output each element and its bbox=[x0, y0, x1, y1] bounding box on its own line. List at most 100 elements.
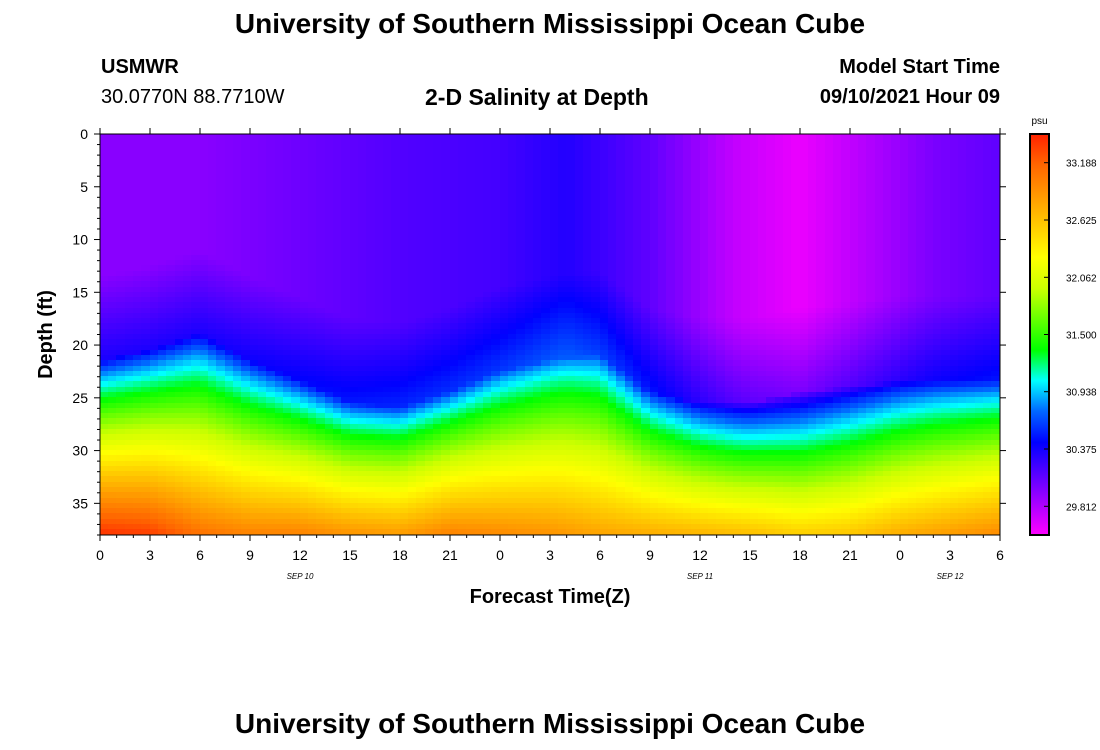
heatmap-cell bbox=[250, 350, 260, 357]
heatmap-cell bbox=[383, 503, 393, 510]
heatmap-cell bbox=[275, 160, 285, 167]
heatmap-cell bbox=[200, 508, 210, 515]
heatmap-cell bbox=[341, 524, 351, 531]
heatmap-cell bbox=[500, 455, 510, 463]
heatmap-cell bbox=[525, 134, 535, 141]
heatmap-cell bbox=[600, 255, 610, 262]
heatmap-cell bbox=[541, 170, 551, 178]
heatmap-cell bbox=[541, 408, 551, 415]
heatmap-cell bbox=[458, 207, 468, 215]
heatmap-cell bbox=[358, 429, 368, 436]
heatmap-cell bbox=[200, 476, 210, 484]
heatmap-cell bbox=[208, 218, 218, 225]
heatmap-cell bbox=[575, 186, 585, 194]
heatmap-cell bbox=[183, 292, 193, 299]
heatmap-cell bbox=[575, 181, 585, 188]
heatmap-cell bbox=[125, 144, 135, 151]
heatmap-cell bbox=[400, 323, 410, 331]
heatmap-cell bbox=[525, 403, 535, 410]
heatmap-cell bbox=[550, 160, 560, 167]
heatmap-cell bbox=[316, 239, 326, 246]
heatmap-cell bbox=[550, 355, 560, 362]
heatmap-cell bbox=[108, 360, 118, 368]
heatmap-cell bbox=[408, 287, 418, 294]
heatmap-cell bbox=[575, 529, 585, 536]
heatmap-cell bbox=[441, 471, 451, 478]
heatmap-cell bbox=[441, 170, 451, 178]
heatmap-cell bbox=[550, 461, 560, 468]
heatmap-cell bbox=[491, 244, 501, 252]
heatmap-cell bbox=[200, 424, 210, 431]
heatmap-cell bbox=[341, 355, 351, 362]
heatmap-cell bbox=[191, 492, 201, 500]
heatmap-cell bbox=[216, 440, 226, 447]
heatmap-cell bbox=[383, 323, 393, 331]
heatmap-cell bbox=[458, 329, 468, 336]
heatmap-cell bbox=[591, 498, 601, 505]
heatmap-cell bbox=[333, 334, 343, 341]
heatmap-cell bbox=[575, 482, 585, 489]
heatmap-cell bbox=[166, 476, 176, 484]
heatmap-cell bbox=[175, 213, 185, 220]
heatmap-cell bbox=[558, 134, 568, 141]
heatmap-cell bbox=[275, 397, 285, 405]
heatmap-cell bbox=[625, 329, 635, 336]
heatmap-cell bbox=[166, 239, 176, 246]
heatmap-cell bbox=[391, 207, 401, 215]
heatmap-cell bbox=[475, 281, 485, 289]
heatmap-cell bbox=[350, 260, 360, 267]
heatmap-cell bbox=[141, 455, 151, 463]
heatmap-cell bbox=[241, 265, 251, 273]
heatmap-cell bbox=[408, 271, 418, 278]
heatmap-cell bbox=[358, 434, 368, 442]
heatmap-cell bbox=[516, 160, 526, 167]
heatmap-cell bbox=[125, 408, 135, 415]
heatmap-cell bbox=[300, 524, 310, 531]
heatmap-cell bbox=[158, 139, 168, 146]
heatmap-cell bbox=[533, 181, 543, 188]
heatmap-cell bbox=[566, 308, 576, 315]
heatmap-cell bbox=[466, 471, 476, 478]
heatmap-cell bbox=[175, 155, 185, 162]
heatmap-cell bbox=[350, 418, 360, 426]
heatmap-cell bbox=[225, 297, 235, 304]
heatmap-cell bbox=[366, 492, 376, 500]
heatmap-cell bbox=[225, 429, 235, 436]
heatmap-cell bbox=[266, 339, 276, 347]
heatmap-cell bbox=[533, 323, 543, 331]
heatmap-cell bbox=[250, 218, 260, 225]
heatmap-cell bbox=[308, 424, 318, 431]
heatmap-cell bbox=[333, 213, 343, 220]
heatmap-cell bbox=[550, 292, 560, 299]
heatmap-cell bbox=[133, 197, 143, 204]
heatmap-cell bbox=[450, 455, 460, 463]
heatmap-cell bbox=[333, 339, 343, 347]
heatmap-cell bbox=[533, 334, 543, 341]
heatmap-cell bbox=[108, 144, 118, 151]
heatmap-cell bbox=[333, 134, 343, 141]
heatmap-cell bbox=[333, 508, 343, 515]
heatmap-cell bbox=[616, 371, 626, 378]
heatmap-cell bbox=[566, 339, 576, 347]
heatmap-cell bbox=[383, 207, 393, 215]
heatmap-cell bbox=[133, 234, 143, 241]
heatmap-cell bbox=[300, 339, 310, 347]
heatmap-cell bbox=[550, 413, 560, 420]
heatmap-cell bbox=[375, 513, 385, 521]
heatmap-cell bbox=[241, 202, 251, 209]
heatmap-cell bbox=[550, 144, 560, 151]
heatmap-cell bbox=[300, 134, 310, 141]
heatmap-cell bbox=[608, 487, 618, 494]
heatmap-cell bbox=[191, 397, 201, 405]
heatmap-cell bbox=[366, 339, 376, 347]
heatmap-cell bbox=[391, 498, 401, 505]
heatmap-cell bbox=[283, 434, 293, 442]
heatmap-cell bbox=[150, 339, 160, 347]
heatmap-cell bbox=[400, 139, 410, 146]
heatmap-cell bbox=[350, 487, 360, 494]
heatmap-cell bbox=[133, 387, 143, 394]
heatmap-cell bbox=[383, 202, 393, 209]
heatmap-cell bbox=[400, 376, 410, 383]
heatmap-cell bbox=[258, 397, 268, 405]
heatmap-cell bbox=[566, 297, 576, 304]
